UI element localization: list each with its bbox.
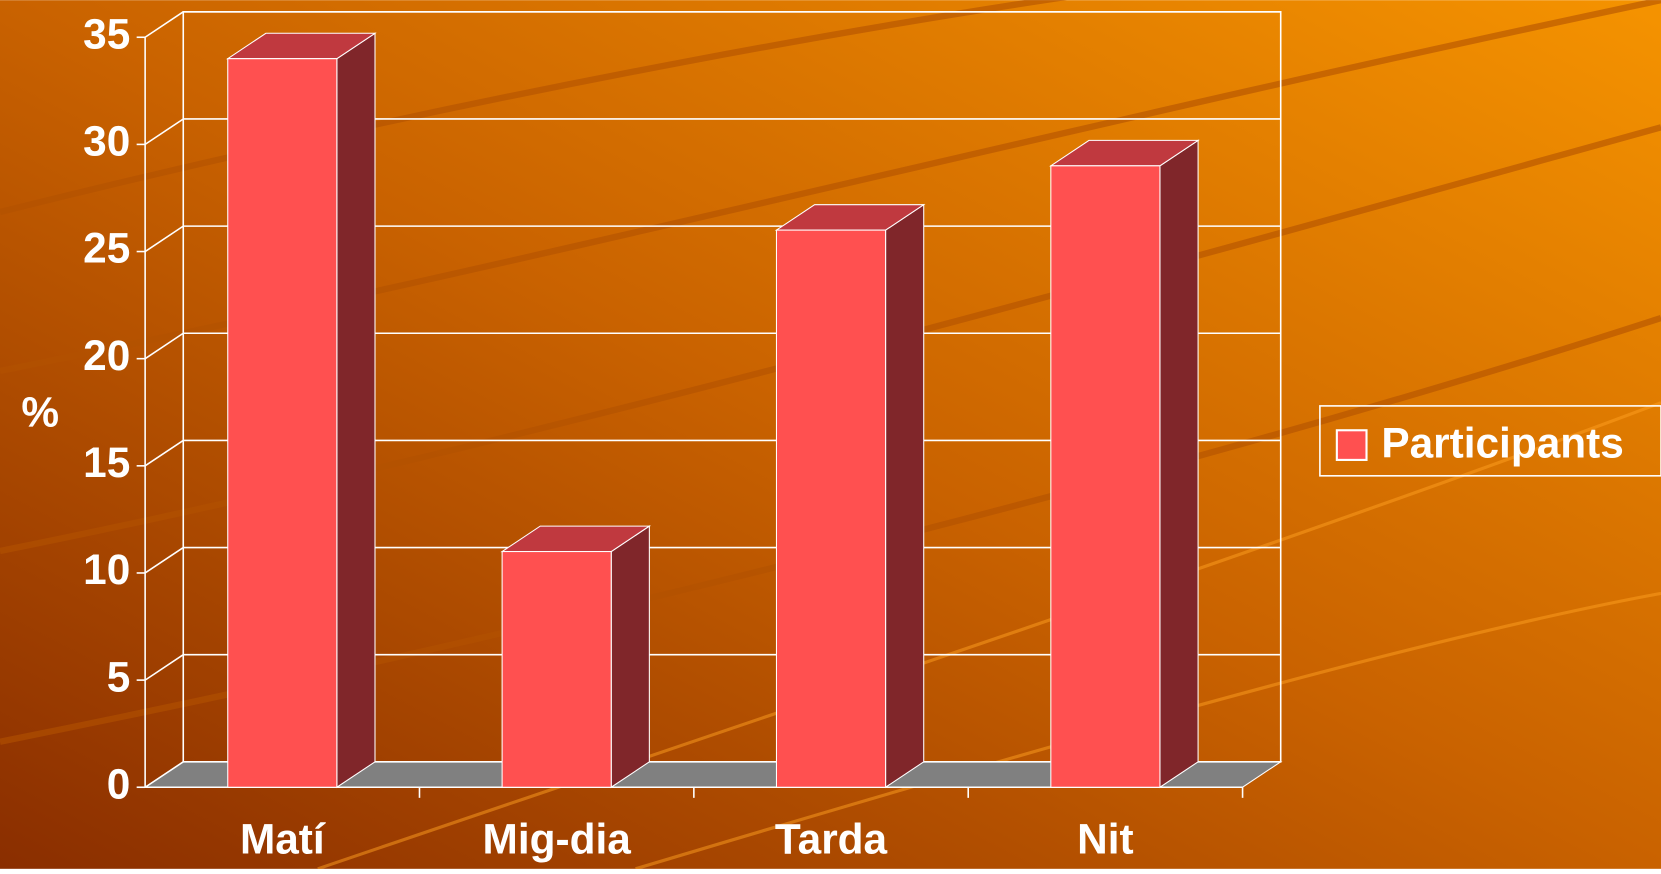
y-tick-label: 10 [83,546,130,593]
bar [774,203,926,789]
bar-front [1050,165,1161,788]
y-tick-label: 15 [83,439,130,486]
x-tick-label: Nit [1077,816,1133,863]
x-tick-label: Matí [240,816,326,863]
grid-line [144,439,184,467]
bar-side [336,32,376,789]
bar-front [501,551,612,788]
legend-swatch [1335,429,1368,461]
legend-label: Participants [1381,419,1623,466]
bar-side [885,203,925,789]
grid-line [144,761,184,788]
y-tick-label: 5 [107,653,131,700]
x-tick-label: Tarda [775,816,888,863]
grid-line [144,11,184,38]
bar [226,32,377,789]
bar [500,525,652,789]
bar [1049,139,1200,789]
y-axis-label: % [21,389,59,436]
y-tick-label: 30 [83,118,130,165]
grid-line [144,118,184,146]
grid-line [144,654,184,681]
bar-front [775,229,887,788]
x-tick-label: Mig-dia [483,816,632,863]
y-tick-label: 35 [83,10,130,57]
grid-line [144,225,184,253]
grid-line [144,332,184,360]
legend-box [1319,405,1661,477]
grid-line [144,546,184,574]
bar-front [227,58,338,788]
bar-side [610,525,650,789]
y-tick-label: 25 [83,225,130,272]
bar-side [1159,139,1199,789]
y-tick-label: 0 [107,760,131,807]
y-tick-label: 20 [83,332,130,379]
